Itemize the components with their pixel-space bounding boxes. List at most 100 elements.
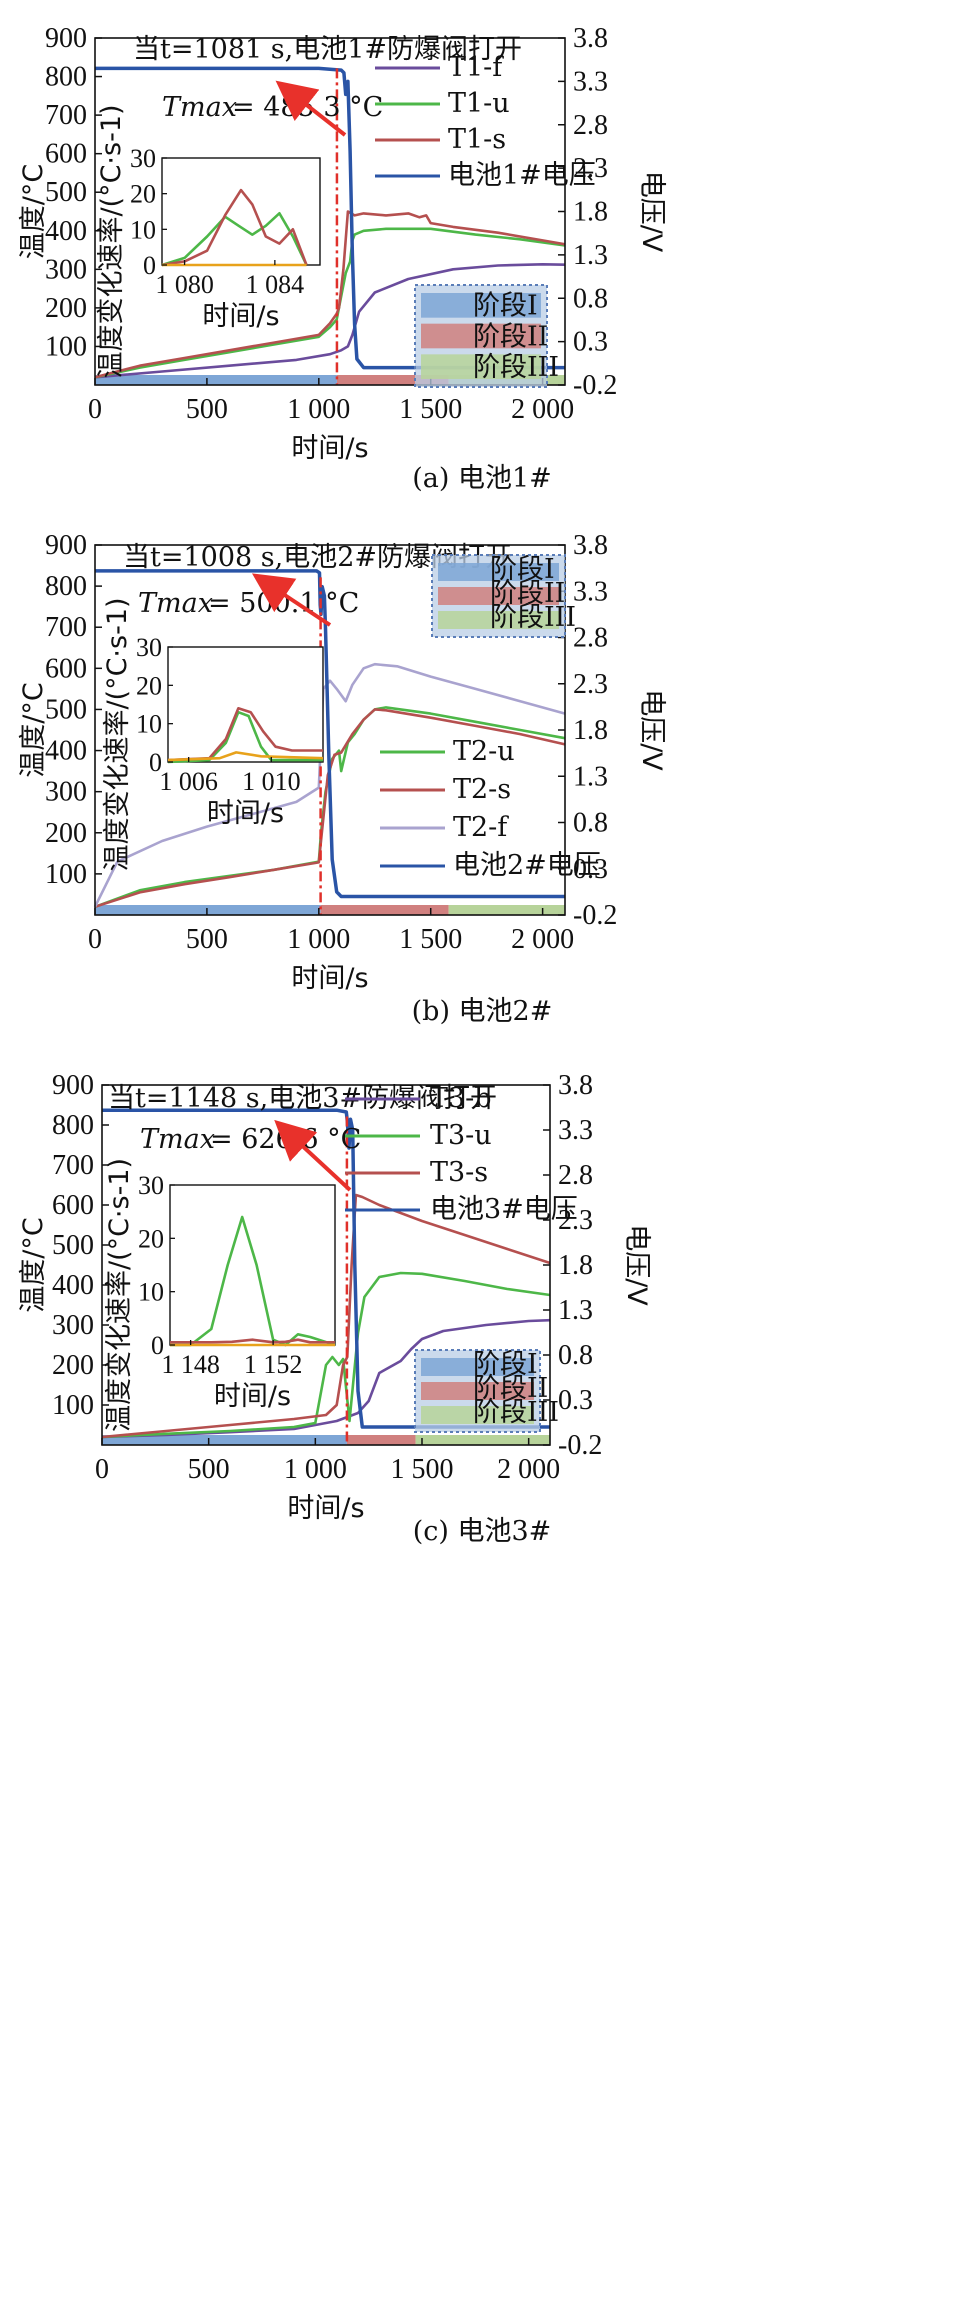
inset-x-axis-label: 时间/s xyxy=(214,1381,291,1412)
tmax-label: Tmax xyxy=(162,92,237,123)
stage-legend-label-2: 阶段II xyxy=(473,1373,548,1404)
inset-y-axis-label: 温度变化速率/(°C·s-1) xyxy=(102,597,133,871)
y2-tick-label: 0.3 xyxy=(573,854,608,885)
y-tick-label: 700 xyxy=(45,100,87,131)
y-tick-label: 800 xyxy=(45,62,87,93)
y-tick-label: 100 xyxy=(45,859,87,890)
legend-label-2: T2-s xyxy=(453,774,511,805)
y-tick-label: 400 xyxy=(52,1270,94,1301)
annotation-arrow xyxy=(275,80,347,137)
x-tick-label: 2 000 xyxy=(497,1454,560,1485)
stage-legend-label-1: 阶段I xyxy=(490,554,555,585)
y-tick-label: 500 xyxy=(45,177,87,208)
y2-tick-label: 3.3 xyxy=(573,66,608,97)
y-tick-label: 600 xyxy=(45,653,87,684)
y-tick-label: 400 xyxy=(45,216,87,247)
y-tick-label: 900 xyxy=(45,530,87,561)
legend-label-1: T3-b xyxy=(430,1083,492,1114)
y2-tick-label: 1.8 xyxy=(573,715,608,746)
x-tick-label: 0 xyxy=(95,1454,109,1485)
y-tick-label: 200 xyxy=(52,1350,94,1381)
series-line-1 xyxy=(101,1318,551,1439)
annotation-arrow xyxy=(274,1119,352,1192)
stage-legend-swatch-2 xyxy=(438,587,559,605)
tmax-label: Tmax xyxy=(138,588,213,619)
inset-y-tick-label: 30 xyxy=(138,1171,164,1200)
stage-legend-swatch-1 xyxy=(421,1358,534,1376)
chart-panel-1: 100200300400500600700800900-0.20.30.81.3… xyxy=(18,23,667,494)
y-tick-label: 200 xyxy=(45,818,87,849)
series-line-2 xyxy=(94,227,566,379)
y2-axis-label: 电压/V xyxy=(621,1224,652,1306)
inset-y-tick-label: 0 xyxy=(149,748,162,777)
y-tick-label: 500 xyxy=(45,694,87,725)
x-tick-label: 1 500 xyxy=(391,1454,454,1485)
y2-tick-label: 3.8 xyxy=(573,530,608,561)
series-line-3 xyxy=(93,662,566,908)
inset-x-tick-label: 1 010 xyxy=(242,767,301,796)
y-tick-label: 300 xyxy=(45,777,87,808)
y2-tick-label: -0.2 xyxy=(573,370,617,401)
stage-legend-swatch-1 xyxy=(438,563,559,581)
y2-tick-label: 0.3 xyxy=(558,1385,593,1416)
valve-annotation: 当t=1148 s,电池3#防爆阀打开 xyxy=(108,1083,497,1114)
inset-y-tick-label: 30 xyxy=(130,144,156,173)
inset-series-line-1 xyxy=(170,1215,336,1347)
stage-legend-label-2: 阶段II xyxy=(490,578,565,609)
y2-tick-label: 1.3 xyxy=(573,240,608,271)
series-line-1 xyxy=(94,263,566,379)
series-line-4 xyxy=(95,569,565,899)
y-tick-label: 700 xyxy=(45,612,87,643)
stage-legend-swatch-1 xyxy=(421,293,541,318)
stage-bar-1 xyxy=(102,1435,347,1445)
inset-y-axis-label: 温度变化速率/(°C·s-1) xyxy=(96,104,127,378)
legend-label-1: T1-f xyxy=(448,52,504,83)
y2-tick-label: -0.2 xyxy=(558,1430,602,1461)
inset-y-tick-label: 20 xyxy=(138,1224,164,1253)
y-tick-label: 200 xyxy=(45,293,87,324)
y2-tick-label: 0.8 xyxy=(573,283,608,314)
y-tick-label: 900 xyxy=(45,23,87,54)
x-tick-label: 500 xyxy=(186,924,228,955)
stage-legend-label-1: 阶段I xyxy=(473,1349,538,1380)
inset-frame xyxy=(167,646,324,763)
chart-panel-3: 100200300400500600700800900-0.20.30.81.3… xyxy=(18,1070,652,1547)
inset-series-line-2 xyxy=(167,707,323,762)
inset-y-tick-label: 0 xyxy=(143,251,156,280)
series-line-2 xyxy=(94,708,566,909)
x-tick-label: 0 xyxy=(88,924,102,955)
y2-tick-label: 2.3 xyxy=(573,669,608,700)
inset-x-tick-label: 1 148 xyxy=(161,1350,220,1379)
y-axis-label: 温度/°C xyxy=(18,164,49,259)
y2-tick-label: 2.3 xyxy=(558,1205,593,1236)
inset-x-axis-label: 时间/s xyxy=(202,301,279,332)
inset-y-tick-label: 0 xyxy=(151,1331,164,1360)
y2-tick-label: 1.8 xyxy=(573,197,608,228)
inset-x-axis-label: 时间/s xyxy=(207,798,284,829)
y2-tick-label: 2.8 xyxy=(573,110,608,141)
inset-x-tick-label: 1 152 xyxy=(244,1350,303,1379)
inset-y-tick-label: 10 xyxy=(136,710,162,739)
y2-tick-label: 0.8 xyxy=(573,808,608,839)
legend-label-2: T1-u xyxy=(448,88,510,119)
inset-x-tick-label: 1 080 xyxy=(155,270,214,299)
valve-annotation: 当t=1081 s,电池1#防爆阀打开 xyxy=(133,34,522,65)
x-tick-label: 500 xyxy=(186,394,228,425)
x-tick-label: 500 xyxy=(188,1454,230,1485)
y-tick-label: 800 xyxy=(52,1110,94,1141)
x-axis-label: 时间/s xyxy=(287,1493,364,1524)
y-axis-label: 温度/°C xyxy=(18,1217,49,1312)
y-tick-label: 700 xyxy=(52,1150,94,1181)
y2-tick-label: 3.8 xyxy=(573,23,608,54)
tmax-label: Tmax xyxy=(140,1124,215,1155)
inset-series-line-2 xyxy=(161,188,308,267)
x-axis-label: 时间/s xyxy=(291,433,368,464)
y2-tick-label: 3.3 xyxy=(573,576,608,607)
y2-tick-label: 2.8 xyxy=(558,1160,593,1191)
legend-label-2: T3-u xyxy=(430,1120,492,1151)
x-tick-label: 1 000 xyxy=(284,1454,347,1485)
y2-tick-label: 0.3 xyxy=(573,327,608,358)
stage-bar-1 xyxy=(95,905,321,915)
stage-bar-2 xyxy=(346,1435,416,1445)
